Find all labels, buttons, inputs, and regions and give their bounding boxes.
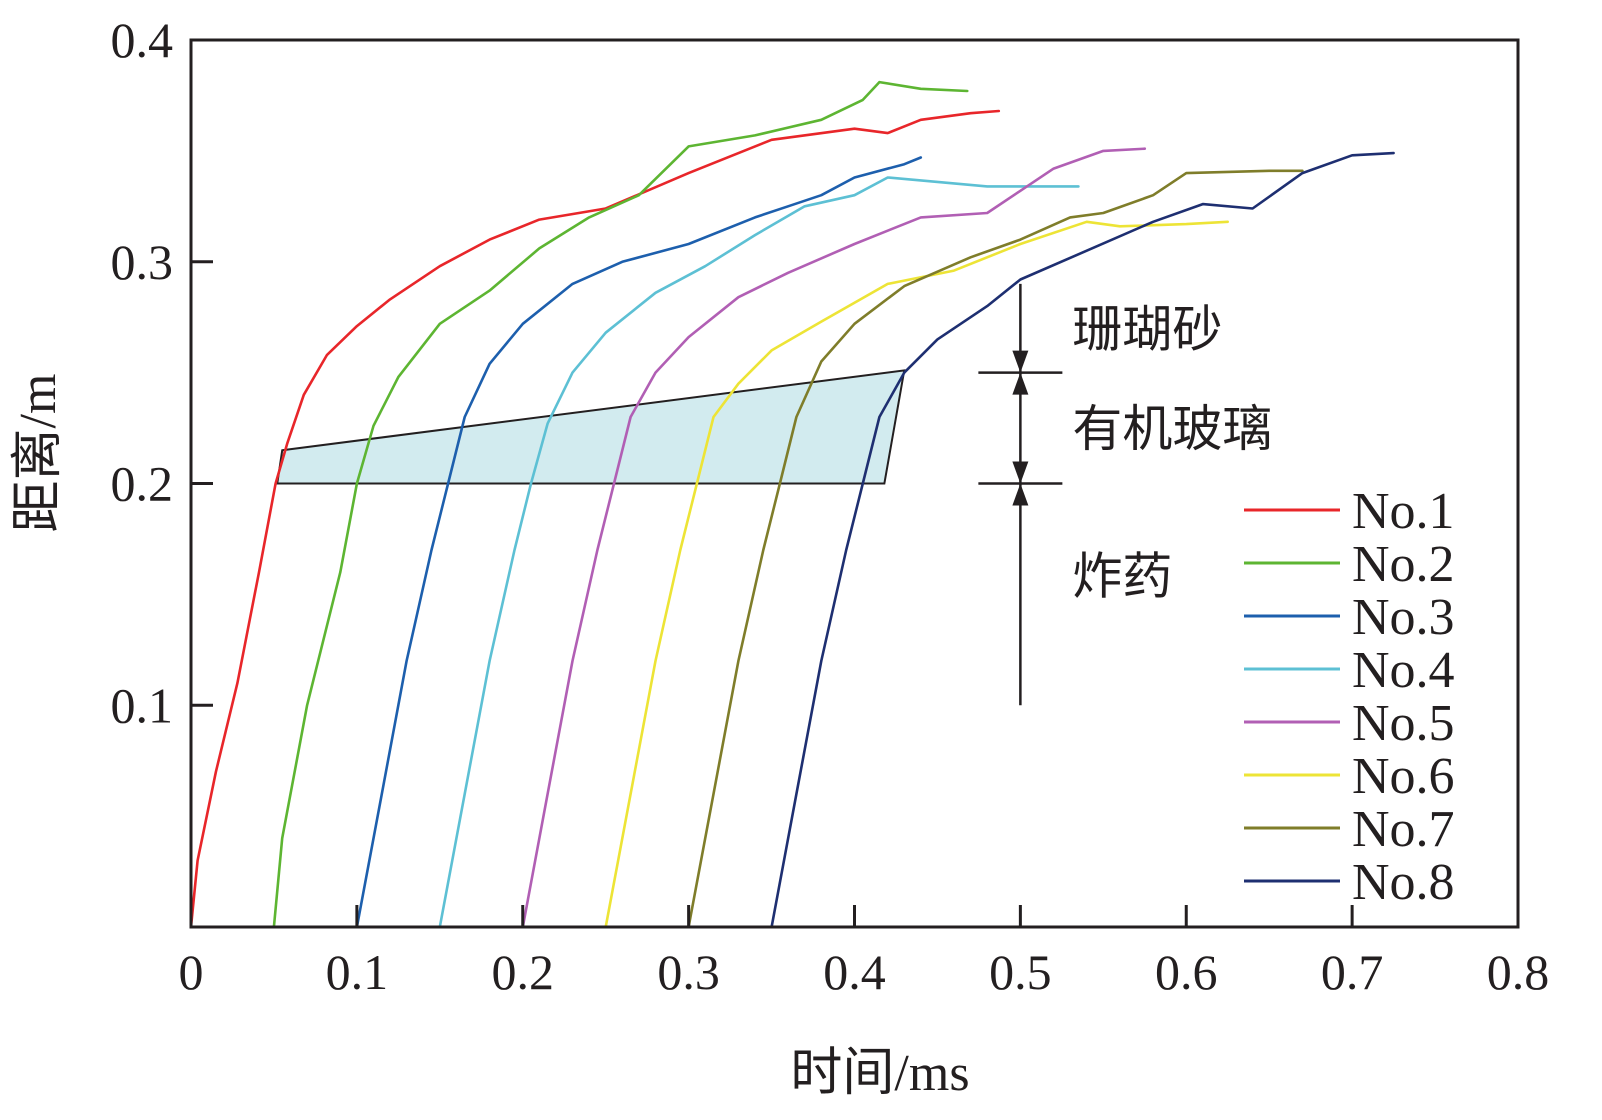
- x-tick-label: 0.1: [326, 944, 389, 1000]
- legend: No.1No.2No.3No.4No.5No.6No.7No.8: [1244, 483, 1455, 911]
- x-tick-label: 0.3: [657, 944, 720, 1000]
- series-line-6: [604, 220, 1229, 929]
- arrow-down-icon: [1012, 461, 1029, 484]
- x-tick-label: 0.7: [1321, 944, 1384, 1000]
- series-line-1: [189, 109, 1001, 929]
- series-line-2: [272, 80, 969, 929]
- legend-label: No.7: [1352, 801, 1455, 858]
- legend-label: No.3: [1352, 589, 1455, 646]
- x-tick-label: 0.4: [823, 944, 886, 1000]
- arrow-down-icon: [1012, 350, 1029, 373]
- x-axis-label: 时间/ms: [790, 1045, 969, 1102]
- tick-layer: 0 0.1 0.2 0.3 0.4 0.5 0.6 0.7 0.8 0.1 0.2 0.3 0.4: [111, 12, 1550, 1000]
- series-line-7: [687, 169, 1304, 929]
- series-line-5: [521, 147, 1147, 929]
- region-label-2: 有机玻璃: [1072, 400, 1272, 458]
- y-axis-label: 距离/m: [10, 374, 67, 533]
- x-tick-label: 0.8: [1487, 944, 1550, 1000]
- x-tick-label: 0: [179, 944, 204, 1000]
- series-line-8: [770, 151, 1395, 929]
- y-tick-label: 0.4: [111, 12, 174, 68]
- legend-label: No.4: [1352, 642, 1455, 699]
- series-layer: [189, 80, 1395, 929]
- y-tick-label: 0.1: [111, 677, 174, 733]
- x-tick-label: 0.6: [1155, 944, 1218, 1000]
- region-label-3: 炸药: [1072, 548, 1172, 606]
- arrow-up-icon: [1012, 483, 1029, 506]
- legend-label: No.5: [1352, 695, 1455, 752]
- legend-label: No.6: [1352, 748, 1455, 805]
- x-tick-label: 0.5: [989, 944, 1052, 1000]
- y-tick-label: 0.2: [111, 456, 174, 512]
- series-line-3: [355, 156, 923, 929]
- legend-label: No.8: [1352, 854, 1455, 911]
- legend-label: No.1: [1352, 483, 1455, 540]
- series-line-4: [438, 176, 1080, 929]
- arrow-up-icon: [1012, 372, 1029, 395]
- region-label-1: 珊瑚砂: [1072, 300, 1222, 358]
- x-tick-label: 0.2: [492, 944, 555, 1000]
- legend-label: No.2: [1352, 536, 1455, 593]
- y-tick-label: 0.3: [111, 234, 174, 290]
